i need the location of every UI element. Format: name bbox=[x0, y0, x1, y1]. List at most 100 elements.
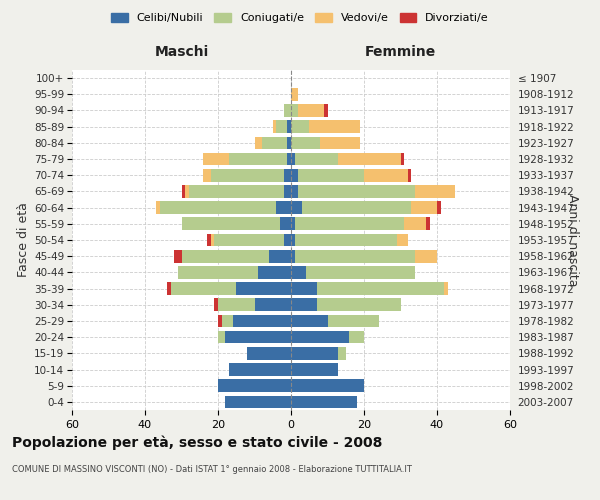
Bar bbox=[415, 185, 455, 198]
Bar bbox=[160, 202, 277, 214]
Bar bbox=[338, 152, 401, 166]
Bar bbox=[317, 282, 444, 295]
Bar bbox=[338, 347, 346, 360]
Y-axis label: Anni di nascita: Anni di nascita bbox=[566, 194, 578, 286]
Bar bbox=[254, 298, 291, 311]
Bar bbox=[287, 136, 291, 149]
Text: Popolazione per età, sesso e stato civile - 2008: Popolazione per età, sesso e stato civil… bbox=[12, 435, 382, 450]
Bar bbox=[291, 169, 298, 181]
Bar bbox=[320, 136, 361, 149]
Bar bbox=[214, 298, 218, 311]
Bar bbox=[298, 185, 415, 198]
Bar bbox=[401, 152, 404, 166]
Bar bbox=[226, 396, 291, 408]
Bar bbox=[174, 250, 182, 262]
Bar bbox=[203, 169, 211, 181]
Bar bbox=[203, 152, 229, 166]
Bar bbox=[364, 169, 408, 181]
Bar bbox=[404, 218, 426, 230]
Bar bbox=[218, 331, 226, 344]
Bar bbox=[291, 314, 328, 328]
Bar bbox=[415, 250, 437, 262]
Bar bbox=[298, 104, 324, 117]
Bar bbox=[221, 314, 233, 328]
Bar bbox=[254, 136, 262, 149]
Bar bbox=[214, 234, 284, 246]
Bar bbox=[295, 218, 404, 230]
Bar bbox=[258, 266, 291, 278]
Bar bbox=[284, 234, 291, 246]
Bar bbox=[233, 314, 291, 328]
Bar bbox=[291, 347, 338, 360]
Bar bbox=[302, 202, 412, 214]
Bar bbox=[295, 152, 338, 166]
Bar bbox=[211, 234, 214, 246]
Bar bbox=[305, 266, 415, 278]
Bar bbox=[291, 282, 317, 295]
Legend: Celibi/Nubili, Coniugati/e, Vedovi/e, Divorziati/e: Celibi/Nubili, Coniugati/e, Vedovi/e, Di… bbox=[107, 8, 493, 28]
Bar bbox=[291, 218, 295, 230]
Bar bbox=[277, 202, 291, 214]
Bar bbox=[185, 185, 189, 198]
Bar bbox=[444, 282, 448, 295]
Bar bbox=[426, 218, 430, 230]
Bar bbox=[284, 169, 291, 181]
Bar bbox=[262, 136, 287, 149]
Bar bbox=[226, 331, 291, 344]
Bar bbox=[291, 266, 305, 278]
Bar bbox=[211, 169, 284, 181]
Bar bbox=[178, 266, 258, 278]
Bar bbox=[317, 298, 401, 311]
Bar bbox=[287, 152, 291, 166]
Text: COMUNE DI MASSINO VISCONTI (NO) - Dati ISTAT 1° gennaio 2008 - Elaborazione TUTT: COMUNE DI MASSINO VISCONTI (NO) - Dati I… bbox=[12, 465, 412, 474]
Y-axis label: Fasce di età: Fasce di età bbox=[17, 202, 30, 278]
Bar bbox=[291, 202, 302, 214]
Bar bbox=[218, 380, 291, 392]
Bar bbox=[156, 202, 160, 214]
Bar bbox=[181, 185, 185, 198]
Text: Femmine: Femmine bbox=[365, 44, 436, 59]
Bar bbox=[269, 250, 291, 262]
Bar bbox=[295, 234, 397, 246]
Bar bbox=[229, 152, 287, 166]
Bar bbox=[298, 169, 364, 181]
Bar bbox=[207, 234, 211, 246]
Bar bbox=[229, 363, 291, 376]
Bar bbox=[287, 120, 291, 133]
Bar bbox=[309, 120, 361, 133]
Bar bbox=[236, 282, 291, 295]
Bar bbox=[284, 104, 291, 117]
Bar bbox=[277, 120, 287, 133]
Bar bbox=[182, 218, 280, 230]
Bar bbox=[170, 282, 236, 295]
Bar bbox=[167, 282, 170, 295]
Bar bbox=[218, 314, 221, 328]
Bar bbox=[349, 331, 364, 344]
Bar bbox=[291, 136, 320, 149]
Bar bbox=[291, 152, 295, 166]
Bar bbox=[291, 234, 295, 246]
Bar bbox=[247, 347, 291, 360]
Bar bbox=[291, 104, 298, 117]
Bar bbox=[284, 185, 291, 198]
Bar bbox=[291, 396, 356, 408]
Bar bbox=[324, 104, 328, 117]
Bar bbox=[291, 88, 298, 101]
Bar bbox=[437, 202, 440, 214]
Bar bbox=[328, 314, 379, 328]
Bar bbox=[408, 169, 412, 181]
Bar bbox=[295, 250, 415, 262]
Bar bbox=[291, 298, 317, 311]
Bar bbox=[397, 234, 408, 246]
Bar bbox=[280, 218, 291, 230]
Bar bbox=[291, 185, 298, 198]
Bar bbox=[291, 120, 309, 133]
Bar bbox=[291, 331, 349, 344]
Bar bbox=[218, 298, 254, 311]
Text: Maschi: Maschi bbox=[154, 44, 209, 59]
Bar bbox=[291, 250, 295, 262]
Bar bbox=[291, 363, 338, 376]
Bar bbox=[182, 250, 269, 262]
Bar bbox=[189, 185, 284, 198]
Bar bbox=[291, 380, 364, 392]
